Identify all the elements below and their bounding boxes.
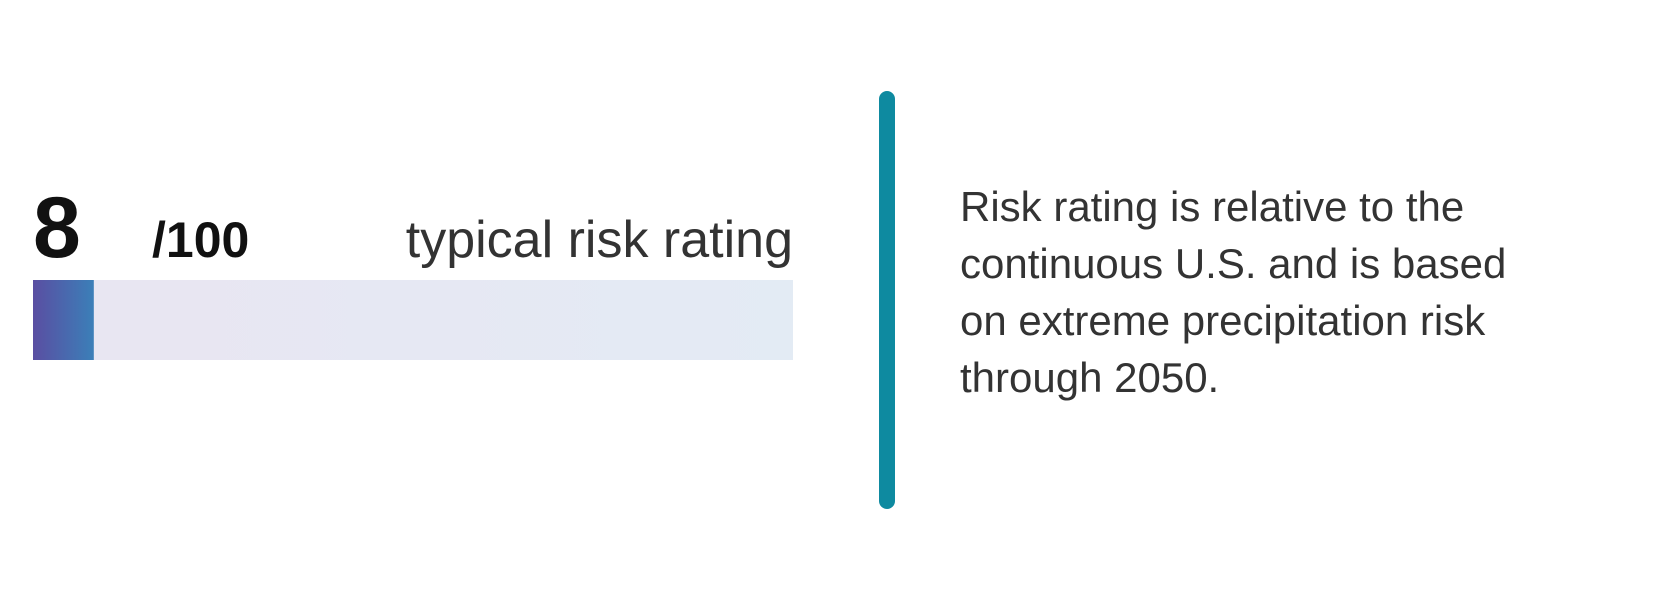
description-line: on extreme precipitation risk — [960, 297, 1486, 344]
description-line: through 2050. — [960, 354, 1220, 401]
score-max: /100 — [152, 212, 249, 268]
description-line: continuous U.S. and is based — [960, 240, 1507, 287]
description: Risk rating is relative to the continuous… — [960, 178, 1506, 406]
bar-fill — [33, 280, 94, 360]
score: 8 — [33, 180, 81, 276]
bar-track — [33, 280, 793, 360]
divider — [879, 91, 895, 509]
description-line: Risk rating is relative to the — [960, 183, 1465, 230]
risk-gauge: 8 /100 typical risk rating — [33, 91, 895, 509]
rating-label: typical risk rating — [406, 211, 793, 269]
